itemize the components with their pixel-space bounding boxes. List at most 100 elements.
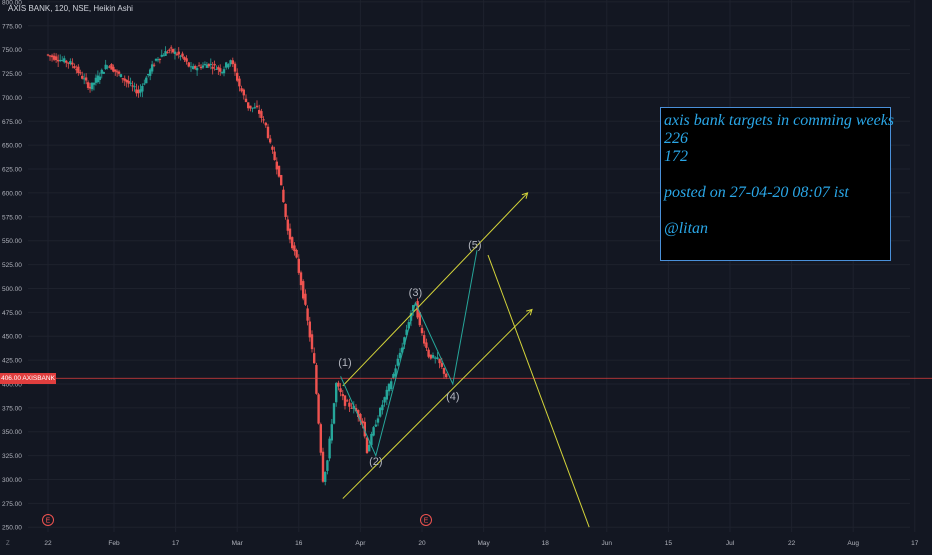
candle-body: [160, 54, 163, 57]
candle-body: [277, 165, 281, 177]
candle-body: [293, 245, 296, 252]
candle-body: [262, 119, 265, 121]
candle-body: [217, 67, 220, 70]
x-tick-label: 15: [665, 540, 673, 547]
candle-body: [67, 62, 70, 64]
candle-body: [119, 74, 123, 78]
candle-body: [199, 66, 203, 69]
candle-body: [352, 405, 355, 409]
candle-body: [260, 111, 263, 118]
y-tick-label: 500.00: [2, 286, 22, 293]
candle-body: [213, 63, 216, 66]
candle-body: [215, 68, 218, 70]
candle-body: [390, 381, 393, 390]
candle-body: [385, 389, 388, 400]
candle-body: [242, 89, 245, 96]
candle-body: [117, 71, 121, 74]
candle-body: [82, 78, 86, 80]
x-axis[interactable]: 22 Feb 17 Mar 16 Apr 20 May 18 Jun 15 Jul 22 Aug 17 Z: [0, 532, 932, 550]
candle-body: [346, 400, 349, 402]
candle-body: [361, 420, 364, 424]
candle-body: [233, 63, 237, 72]
candle-body: [158, 58, 162, 60]
text-note[interactable]: axis bank targets in comming weeks 226 1…: [660, 107, 894, 261]
candle-body: [168, 49, 171, 51]
symbol-title: AXIS BANK, 120, NSE, Heikin Ashi: [8, 4, 133, 13]
candle-body: [431, 355, 435, 358]
candle-body: [135, 89, 138, 94]
candle-body: [201, 65, 205, 68]
candle-body: [244, 98, 248, 102]
y-tick-label: 800.00: [2, 0, 22, 6]
candle-body: [166, 52, 169, 54]
candle-body: [52, 55, 56, 60]
candle-body: [115, 71, 119, 73]
y-tick-label: 250.00: [2, 525, 22, 532]
candle-body: [177, 51, 180, 55]
wave-label: (3): [409, 287, 422, 299]
candle-body: [337, 382, 340, 387]
candle-body: [442, 368, 446, 374]
candle-body: [58, 59, 62, 62]
candle-body: [231, 60, 234, 65]
candle-body: [195, 68, 199, 71]
y-tick-label: 275.00: [2, 501, 22, 508]
candle-body: [264, 122, 267, 126]
candle-body: [207, 63, 211, 67]
candle-body: [368, 444, 371, 452]
candle-body: [282, 189, 285, 203]
candle-body: [141, 85, 144, 92]
candle-body: [409, 312, 413, 321]
candle-body: [181, 53, 184, 57]
x-tick-label: Jun: [602, 540, 613, 547]
note-line: posted on 27-04-20 08:07 ist: [664, 184, 849, 201]
candle-body: [152, 64, 156, 66]
drawing-overlay: (1) (2) (3) (4) (5): [56, 192, 932, 528]
candle-body: [104, 64, 107, 70]
candle-body: [317, 394, 320, 424]
y-tick-label: 750.00: [2, 47, 22, 54]
candle-body: [363, 421, 366, 437]
candle-body: [304, 293, 307, 305]
candle-body: [440, 363, 443, 367]
candle-body: [249, 105, 252, 109]
candle-body: [88, 86, 92, 89]
x-tick-label: 22: [788, 540, 796, 547]
candle-body: [127, 80, 130, 84]
candle-body: [123, 78, 126, 81]
y-tick-label: 450.00: [2, 334, 22, 341]
earnings-marker-label: E: [424, 518, 429, 525]
candle-body: [154, 58, 158, 61]
candle-body: [288, 228, 292, 240]
y-tick-label: 725.00: [2, 71, 22, 78]
candle-body: [335, 383, 338, 403]
candle-body: [319, 424, 322, 453]
y-tick-label: 575.00: [2, 214, 22, 221]
candle-body: [65, 60, 68, 63]
y-tick-label: 425.00: [2, 358, 22, 365]
candle-body: [236, 72, 239, 81]
candle-body: [185, 58, 188, 62]
candle-body: [187, 62, 190, 67]
x-tick-label: May: [477, 540, 490, 547]
candle-body: [412, 305, 415, 311]
candle-body: [102, 71, 105, 74]
candle-body: [150, 64, 154, 72]
candle-body: [372, 427, 375, 436]
candle-body: [251, 107, 254, 109]
y-tick-label: 700.00: [2, 95, 22, 102]
candle-body: [164, 51, 167, 56]
candle-body: [175, 54, 179, 56]
candle-body: [247, 102, 250, 109]
note-line: 172: [664, 148, 688, 165]
y-axis[interactable]: 800.00 775.00 750.00 725.00 700.00 675.00 650.…: [2, 0, 22, 532]
channel-upper-line: [342, 192, 528, 387]
candle-body: [222, 69, 226, 74]
candle-body: [258, 110, 261, 114]
candle-body: [106, 66, 109, 68]
x-tick-label: 16: [295, 540, 303, 547]
y-tick-label: 525.00: [2, 262, 22, 269]
candle-body: [326, 460, 329, 471]
